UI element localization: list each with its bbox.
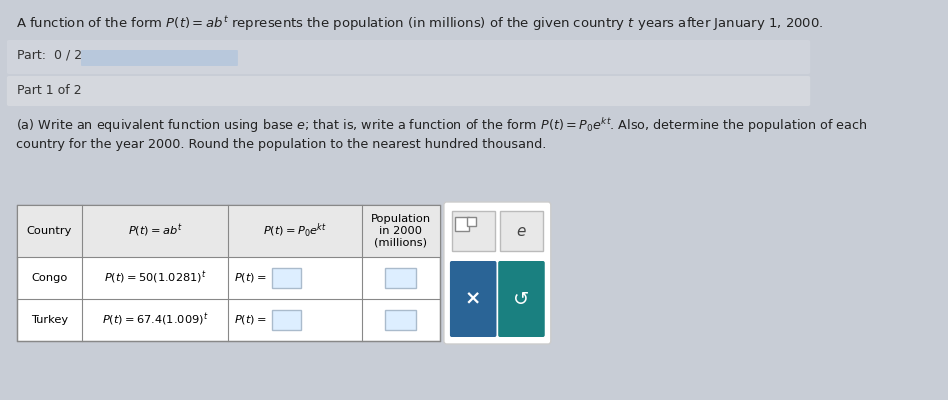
Bar [500,211,543,251]
Bar [271,310,301,330]
FancyBboxPatch shape [7,40,811,74]
Bar [451,211,495,251]
Bar [385,268,416,288]
Text: (a) Write an equivalent function using base $e$; that is, write a function of th: (a) Write an equivalent function using b… [15,116,867,135]
Bar [455,217,469,231]
Text: $P(t)=50(1.0281)^t$: $P(t)=50(1.0281)^t$ [103,270,207,286]
Text: Turkey: Turkey [31,315,68,325]
FancyBboxPatch shape [450,261,497,337]
Bar [17,205,440,257]
FancyBboxPatch shape [499,261,545,337]
Text: $P(t)=$: $P(t)=$ [233,272,266,284]
Bar [17,205,440,341]
Text: $P(t)=ab^t$: $P(t)=ab^t$ [128,223,182,239]
FancyBboxPatch shape [7,76,811,106]
FancyBboxPatch shape [444,202,551,344]
Text: Part 1 of 2: Part 1 of 2 [17,84,82,97]
Text: ↺: ↺ [513,290,530,308]
Text: Part:  0 / 2: Part: 0 / 2 [17,49,82,62]
Text: ×: × [465,290,482,308]
Bar [271,268,301,288]
Text: country for the year 2000. Round the population to the nearest hundred thousand.: country for the year 2000. Round the pop… [15,138,546,151]
Bar [385,310,416,330]
Text: e: e [517,224,526,238]
Text: $P(t)=67.4(1.009)^t$: $P(t)=67.4(1.009)^t$ [102,312,209,328]
Text: Population
in 2000
(millions): Population in 2000 (millions) [371,214,430,248]
Bar [467,217,476,226]
Text: $P(t)=$: $P(t)=$ [233,314,266,326]
Text: $P(t)=P_0e^{kt}$: $P(t)=P_0e^{kt}$ [264,222,327,240]
Text: Country: Country [27,226,72,236]
FancyBboxPatch shape [81,50,238,66]
Text: A function of the form $P(t)=ab^t$ represents the population (in millions) of th: A function of the form $P(t)=ab^t$ repre… [15,14,823,33]
Text: Congo: Congo [31,273,67,283]
